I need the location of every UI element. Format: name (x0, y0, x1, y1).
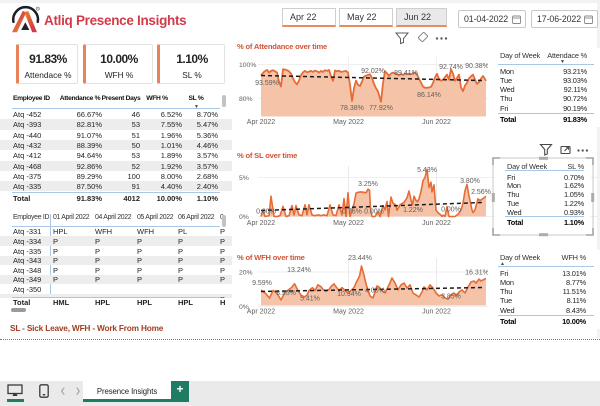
svg-text:16.31%: 16.31% (465, 270, 489, 277)
svg-text:Jun 2022: Jun 2022 (422, 220, 451, 227)
svg-text:20%: 20% (239, 270, 253, 277)
svg-text:0.00%: 0.00% (256, 209, 276, 216)
svg-text:5%: 5% (239, 175, 249, 182)
svg-text:78.38%: 78.38% (340, 105, 364, 112)
svg-text:9.59%: 9.59% (252, 280, 272, 287)
svg-text:10.34%: 10.34% (337, 291, 361, 298)
svg-text:100%: 100% (239, 62, 256, 69)
svg-text:0%: 0% (239, 304, 249, 311)
svg-text:92.02%: 92.02% (361, 68, 385, 75)
svg-text:90.38%: 90.38% (465, 63, 489, 70)
svg-text:23.44%: 23.44% (348, 255, 372, 262)
svg-text:5.41%: 5.41% (300, 296, 320, 303)
svg-text:Apr 2022: Apr 2022 (247, 119, 276, 126)
svg-text:R: R (37, 7, 40, 11)
svg-text:Apr 2022: Apr 2022 (247, 220, 276, 227)
svg-text:2.56%: 2.56% (471, 189, 491, 196)
svg-text:May 2022: May 2022 (333, 309, 364, 316)
svg-text:3.85%: 3.85% (441, 294, 461, 301)
svg-text:Jun 2022: Jun 2022 (422, 309, 451, 316)
svg-text:77.92%: 77.92% (369, 105, 393, 112)
svg-text:86.14%: 86.14% (417, 92, 441, 99)
svg-text:May 2022: May 2022 (333, 119, 364, 126)
svg-text:89.41%: 89.41% (394, 70, 418, 77)
svg-text:0.00%: 0.00% (441, 207, 461, 214)
svg-text:0%: 0% (239, 214, 249, 221)
svg-text:5.43%: 5.43% (417, 167, 437, 174)
svg-text:4.00%: 4.00% (365, 288, 385, 295)
svg-text:93.59%: 93.59% (255, 80, 279, 87)
svg-text:0.76%: 0.76% (342, 209, 362, 216)
svg-text:1.22%: 1.22% (403, 207, 423, 214)
svg-text:13.24%: 13.24% (287, 267, 311, 274)
svg-text:92.74%: 92.74% (439, 64, 463, 71)
svg-text:May 2022: May 2022 (333, 220, 364, 227)
svg-text:Apr 2022: Apr 2022 (247, 309, 276, 316)
svg-text:3.25%: 3.25% (358, 181, 378, 188)
svg-text:0.00%: 0.00% (364, 209, 384, 216)
svg-text:3.80%: 3.80% (460, 178, 480, 185)
svg-text:80%: 80% (239, 96, 253, 103)
svg-text:Jun 2022: Jun 2022 (422, 119, 451, 126)
svg-text:8.95%: 8.95% (276, 290, 296, 297)
